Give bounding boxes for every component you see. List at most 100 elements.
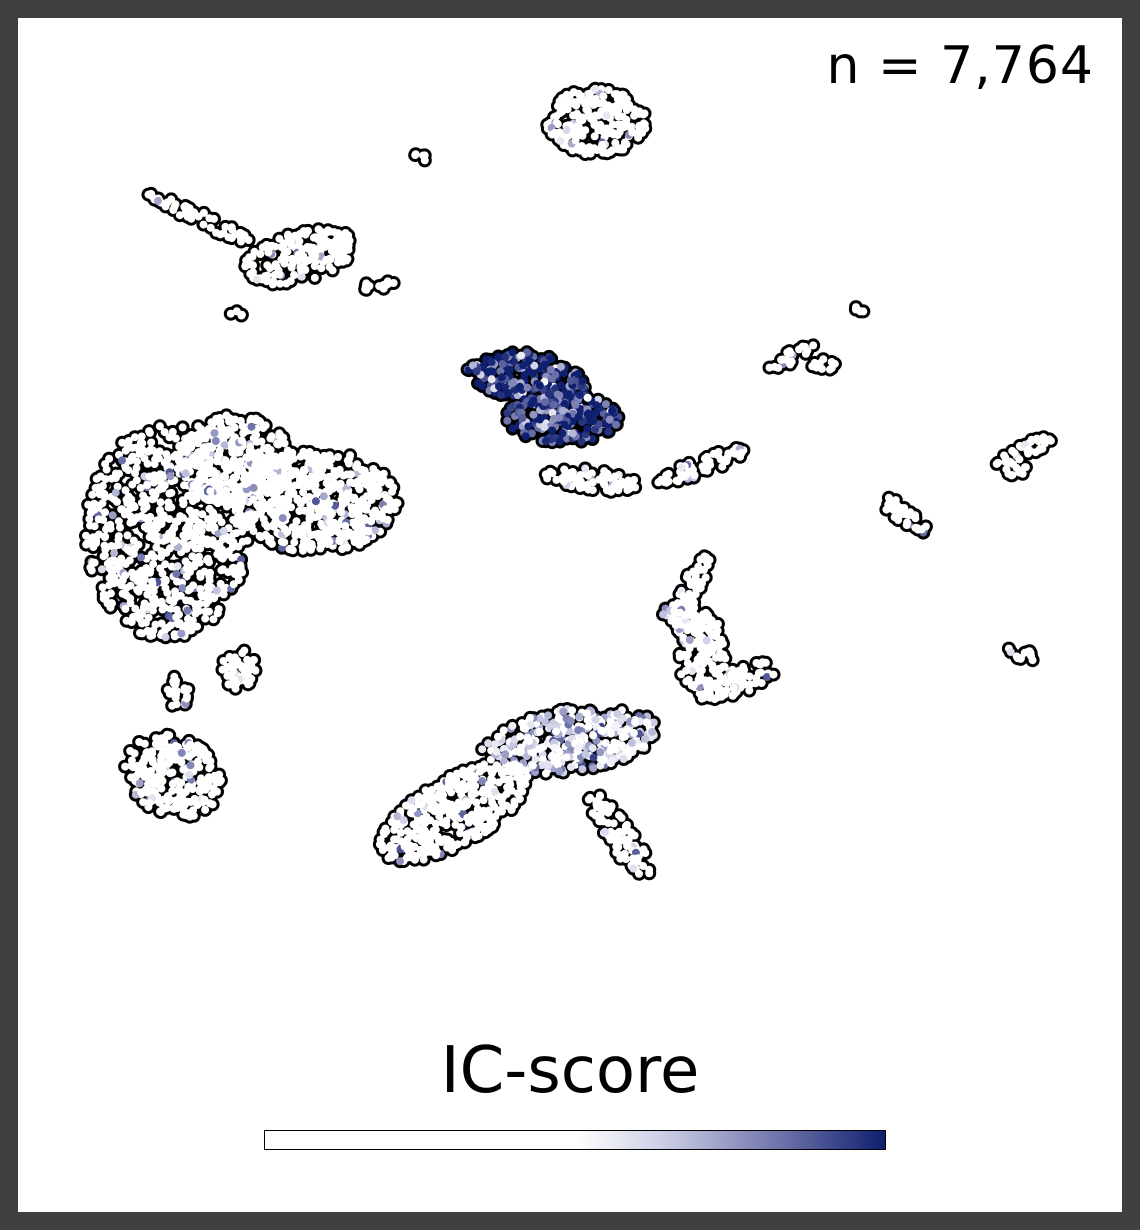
cell-point-373 bbox=[327, 247, 336, 255]
cell-point-763 bbox=[568, 429, 577, 438]
cell-point-212 bbox=[571, 136, 580, 145]
cell-point-430 bbox=[224, 233, 233, 242]
cell-point-772 bbox=[571, 400, 580, 409]
cell-point-875 bbox=[581, 464, 590, 473]
cell-point-434 bbox=[180, 202, 189, 211]
cell-point-920 bbox=[703, 452, 711, 461]
cell-point-352 bbox=[282, 254, 291, 263]
cell-point-620 bbox=[517, 351, 526, 360]
cell-point-569 bbox=[498, 360, 507, 368]
cell-point-421 bbox=[169, 206, 178, 214]
cell-point-867 bbox=[576, 477, 585, 486]
cell-point-139 bbox=[606, 148, 615, 156]
cell-point-178 bbox=[598, 141, 607, 149]
cell-point-333 bbox=[317, 264, 326, 273]
cell-point-326 bbox=[275, 234, 284, 243]
cell-point-347 bbox=[289, 258, 297, 267]
cell-point-783 bbox=[540, 423, 549, 432]
cell-point-611 bbox=[546, 365, 555, 374]
cell-point-798 bbox=[506, 404, 515, 412]
cell-point-380 bbox=[270, 271, 279, 279]
cell-point-614 bbox=[519, 361, 528, 370]
cell-point-437 bbox=[163, 198, 172, 207]
figure-frame: n = 7,764 IC-score bbox=[18, 18, 1122, 1212]
cell-point-626 bbox=[501, 352, 510, 361]
cell-point-795 bbox=[592, 401, 601, 410]
cell-point-315 bbox=[249, 268, 257, 277]
cell-point-800 bbox=[548, 426, 557, 435]
cell-point-371 bbox=[286, 277, 295, 285]
cell-point-357 bbox=[330, 238, 338, 247]
cell-point-348 bbox=[277, 243, 286, 251]
cell-point-431 bbox=[228, 225, 237, 234]
cell-point-588 bbox=[474, 379, 482, 388]
cell-point-210 bbox=[613, 120, 622, 129]
cell-point-166 bbox=[614, 112, 623, 121]
cell-point-905 bbox=[706, 460, 715, 469]
cell-point-603 bbox=[472, 367, 481, 376]
cell-point-182 bbox=[587, 99, 596, 108]
cell-point-204 bbox=[616, 144, 625, 153]
cell-point-389 bbox=[309, 243, 318, 252]
cell-point-807 bbox=[560, 420, 569, 429]
cell-point-192 bbox=[602, 124, 611, 133]
cell-point-381 bbox=[311, 251, 320, 260]
cell-point-748 bbox=[535, 415, 544, 424]
cell-point-713 bbox=[564, 390, 573, 399]
cell-point-356 bbox=[333, 230, 342, 239]
cell-point-624 bbox=[515, 382, 524, 391]
cell-point-622 bbox=[487, 358, 496, 367]
cell-point-361 bbox=[322, 255, 331, 264]
cell-point-869 bbox=[612, 479, 621, 488]
cell-point-152 bbox=[585, 143, 594, 152]
cell-point-735 bbox=[558, 429, 567, 438]
cell-point-805 bbox=[550, 414, 558, 423]
cell-point-408 bbox=[175, 211, 184, 220]
cell-point-177 bbox=[615, 98, 624, 107]
cell-point-179 bbox=[581, 150, 590, 158]
cell-point-203 bbox=[625, 122, 634, 131]
cell-point-619 bbox=[578, 377, 587, 385]
cell-point-385 bbox=[338, 246, 347, 255]
cell-point-382 bbox=[334, 258, 342, 267]
cell-point-780 bbox=[503, 416, 512, 425]
cell-point-600 bbox=[497, 373, 506, 382]
cell-point-194 bbox=[571, 126, 580, 135]
cell-point-794 bbox=[605, 415, 614, 424]
cell-point-856 bbox=[552, 475, 561, 484]
cell-point-364 bbox=[264, 248, 273, 257]
cell-point-167 bbox=[558, 107, 567, 116]
cell-point-384 bbox=[321, 229, 330, 238]
cell-point-201 bbox=[635, 107, 644, 116]
cell-point-616 bbox=[504, 388, 512, 397]
cell-point-363 bbox=[301, 258, 310, 266]
cell-point-391 bbox=[321, 243, 329, 251]
cell-point-701 bbox=[508, 424, 517, 433]
cell-point-911 bbox=[731, 449, 740, 458]
cell-point-383 bbox=[256, 250, 265, 258]
cell-point-368 bbox=[247, 260, 256, 269]
cell-point-318 bbox=[310, 273, 319, 282]
cell-point-374 bbox=[309, 233, 318, 242]
cell-point-183 bbox=[623, 95, 631, 104]
cell-point-597 bbox=[523, 383, 532, 392]
cell-point-921 bbox=[690, 471, 699, 480]
cell-point-767 bbox=[583, 424, 592, 433]
cell-point-602 bbox=[574, 370, 583, 378]
cell-point-198 bbox=[574, 145, 583, 154]
cell-point-211 bbox=[562, 126, 571, 134]
cell-point-416 bbox=[199, 220, 208, 229]
cell-point-377 bbox=[325, 263, 334, 271]
cell-point-372 bbox=[276, 279, 285, 288]
cell-point-874 bbox=[565, 471, 574, 480]
cell-point-791 bbox=[601, 400, 610, 409]
cell-point-439 bbox=[154, 196, 162, 205]
cell-point-308 bbox=[304, 226, 312, 235]
cell-point-358 bbox=[253, 275, 261, 284]
cell-point-359 bbox=[342, 238, 351, 247]
cell-point-792 bbox=[529, 396, 538, 405]
cell-point-790 bbox=[574, 412, 583, 421]
cell-point-764 bbox=[544, 390, 553, 398]
cell-point-438 bbox=[194, 212, 203, 221]
cell-point-599 bbox=[495, 382, 503, 391]
